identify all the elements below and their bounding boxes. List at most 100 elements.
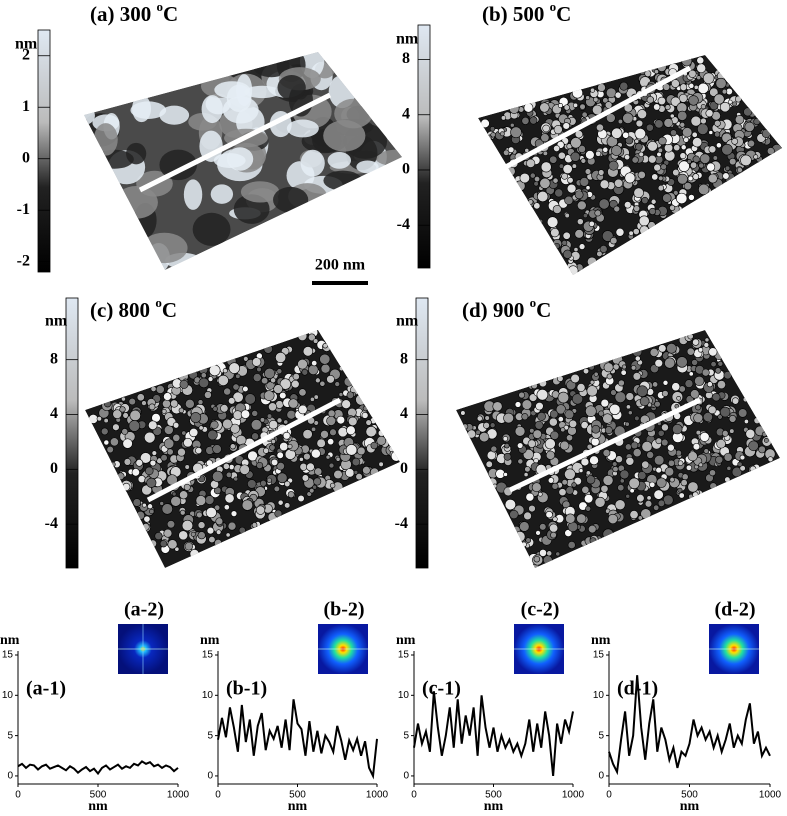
surface-grain	[222, 462, 230, 470]
surface-grain	[179, 490, 189, 500]
surface-grain	[634, 415, 640, 422]
surface-grain	[190, 531, 196, 537]
surface-grain	[528, 504, 536, 513]
surface-grain	[542, 124, 550, 133]
surface-grain	[657, 429, 665, 437]
colorbar-tick-label: 4	[402, 105, 410, 122]
surface-grain	[723, 371, 732, 380]
surface-grain	[251, 432, 260, 441]
surface-grain	[585, 185, 591, 191]
surface-grain	[673, 190, 679, 196]
surface-grain	[585, 505, 592, 512]
surface-grain	[661, 423, 669, 432]
surface-grain	[225, 471, 233, 479]
surface-grain	[521, 413, 529, 421]
surface-grain	[719, 406, 731, 418]
surface-grain	[276, 368, 283, 375]
surface-grain	[266, 477, 272, 483]
surface-grain	[602, 97, 609, 104]
surface-grain	[215, 517, 224, 526]
surface-grain	[276, 451, 284, 459]
surface-grain	[577, 200, 587, 211]
surface-grain	[650, 198, 657, 205]
profile-cut	[146, 397, 342, 503]
y-tick-label: 0	[403, 771, 409, 782]
surface-grain	[738, 408, 748, 418]
surface-grain	[691, 131, 698, 138]
surface-grain	[230, 423, 240, 434]
surface-grain	[724, 165, 731, 171]
surface-grain	[704, 337, 710, 343]
surface-grain	[624, 421, 630, 427]
surface-grain	[748, 440, 759, 452]
surface-grain	[638, 151, 644, 158]
surface-grain	[299, 457, 304, 462]
colorbar-unit: nm	[396, 31, 419, 48]
surface-grain	[606, 373, 613, 380]
surface-grain	[688, 371, 694, 377]
surface-grain	[185, 398, 195, 409]
surface-grain	[758, 445, 766, 454]
surface-grain	[611, 145, 622, 156]
surface-grain	[143, 515, 151, 523]
surface-grain	[715, 142, 722, 149]
surface-grain	[562, 231, 571, 240]
surface-grain	[669, 113, 675, 119]
surface-grain	[658, 344, 667, 353]
surface-grain	[629, 488, 635, 494]
surface-grain	[596, 123, 604, 132]
inset-title: (b-2)	[323, 599, 364, 621]
surface-grain	[242, 385, 249, 393]
surface-grain	[499, 131, 505, 137]
surface-grain	[677, 173, 688, 185]
surface-grain	[343, 376, 354, 387]
surface-grain	[135, 459, 144, 467]
surface-grain	[532, 429, 542, 439]
surface-grain	[517, 458, 524, 465]
surface-grain	[263, 344, 273, 354]
x-axis-label: nm	[88, 799, 108, 814]
surface-grain	[311, 360, 318, 367]
y-tick-label: 5	[598, 730, 604, 741]
surface-grain	[625, 456, 635, 466]
surface-grain	[646, 451, 655, 459]
surface-grain	[208, 535, 216, 544]
surface-grain	[353, 470, 359, 475]
panel-unit: C	[536, 298, 551, 322]
surface-grain	[571, 482, 577, 488]
surface-grain	[348, 416, 358, 427]
surface-grain	[507, 146, 515, 154]
surface-grain	[766, 147, 775, 155]
colorbar-tick-label: 4	[50, 405, 58, 422]
surface-grain	[306, 462, 315, 472]
surface-grain	[181, 519, 194, 532]
surface-grain	[543, 555, 553, 565]
surface-grain	[536, 388, 549, 401]
surface-grain	[598, 410, 605, 417]
surface-grain	[670, 129, 677, 137]
surface-grain	[589, 455, 599, 466]
surface-grain	[637, 471, 647, 480]
surface-grain	[378, 461, 384, 467]
surface-grain	[266, 381, 275, 390]
surface-grain	[586, 475, 596, 485]
surface-grain	[170, 495, 182, 507]
surface-grain	[605, 87, 617, 99]
surface-grain	[190, 412, 202, 423]
panel-label: (a) 300	[90, 2, 157, 26]
surface-grain	[273, 485, 280, 493]
surface-grain	[562, 122, 570, 130]
profile-line	[413, 691, 574, 777]
surface-grain	[658, 136, 667, 146]
surface-grain	[251, 410, 259, 417]
surface-grain	[576, 513, 587, 524]
profile-chart: 0 5 10 15 0 500 1000 nm nm (b-1) (b-2)	[200, 599, 389, 815]
surface-grain	[644, 500, 653, 508]
surface-grain	[282, 431, 291, 440]
surface-grain	[252, 373, 262, 382]
surface-grain	[150, 385, 157, 392]
surface-grain	[570, 137, 582, 149]
surface-grain	[646, 96, 655, 104]
surface-grain	[680, 479, 688, 487]
